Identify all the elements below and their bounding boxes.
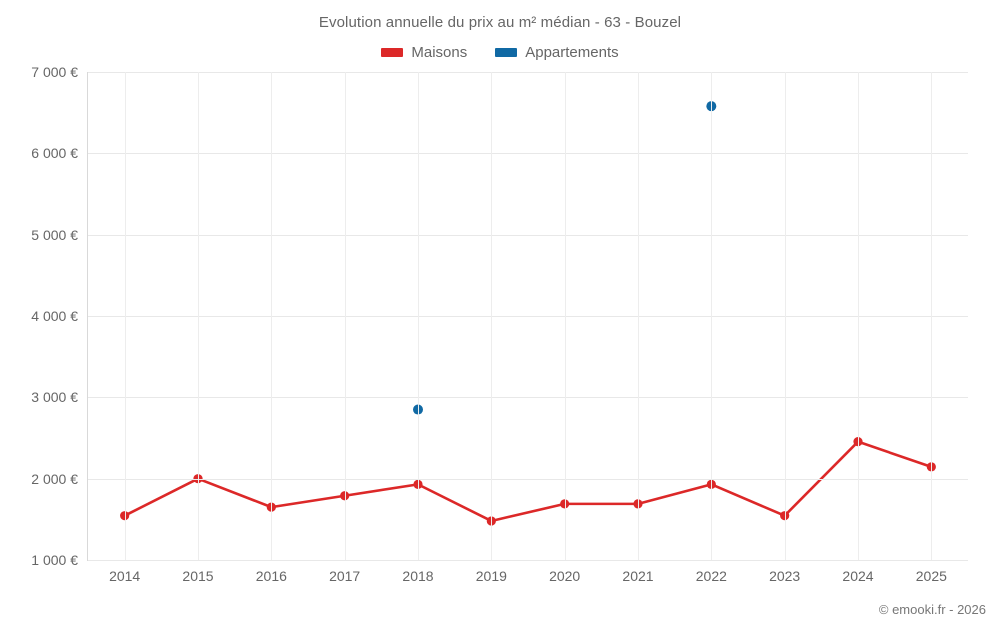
gridline-vertical [418, 72, 419, 560]
x-axis-tick-label: 2014 [109, 568, 141, 584]
legend-item-appartements[interactable]: Appartements [495, 44, 619, 61]
y-axis-line [87, 72, 88, 561]
gridline-horizontal [88, 153, 968, 155]
y-axis-tick-label: 2 000 € [31, 470, 78, 487]
chart-title: Evolution annuelle du prix au m² médian … [318, 14, 682, 31]
x-axis-tick-label: 2025 [915, 568, 947, 584]
gridline-horizontal [88, 478, 968, 480]
series-line-maisons [123, 440, 933, 523]
y-axis-tick-label: 6 000 € [31, 145, 78, 162]
gridline-vertical [124, 72, 126, 560]
gridline-horizontal [88, 316, 968, 317]
gridline-vertical [858, 72, 859, 560]
gridline-vertical [638, 72, 639, 560]
y-axis-tick-label: 4 000 € [31, 308, 78, 324]
x-axis-tick-label: 2016 [255, 568, 287, 584]
gridline-horizontal [88, 72, 968, 73]
legend-swatch-appartements [495, 48, 518, 57]
x-axis-tick-label: 2017 [329, 568, 361, 584]
gridline-horizontal [88, 397, 968, 399]
legend-label-maisons: Maisons [411, 44, 468, 61]
x-axis-tick-label: 2015 [182, 568, 214, 584]
y-axis-tick-label: 7 000 € [31, 64, 78, 80]
legend-swatch-maisons [381, 48, 404, 57]
gridline-vertical [784, 72, 786, 560]
legend-item-maisons[interactable]: Maisons [381, 44, 467, 61]
x-axis-tick-label: 2022 [695, 568, 727, 584]
footer-credit: © emooki.fr - 2026 [878, 602, 986, 617]
gridline-horizontal [88, 560, 968, 561]
gridline-vertical [344, 72, 346, 560]
gridline-vertical [198, 72, 199, 560]
gridline-vertical [931, 72, 933, 560]
x-axis-tick-label: 2018 [402, 568, 434, 584]
gridline-vertical [564, 72, 566, 560]
x-axis-tick-label: 2024 [842, 568, 874, 584]
plot-area [88, 72, 968, 561]
y-axis-tick-label: 3 000 € [31, 389, 78, 406]
x-axis-tick-label: 2021 [622, 568, 654, 584]
legend-label-appartements: Appartements [525, 44, 619, 61]
gridline-vertical [711, 72, 713, 560]
gridline-vertical [491, 72, 493, 560]
gridline-vertical [271, 72, 273, 560]
x-axis-tick-label: 2019 [475, 568, 507, 584]
gridline-horizontal [88, 234, 968, 236]
y-axis-tick-label: 5 000 € [31, 226, 78, 243]
x-axis-tick-label: 2023 [769, 568, 801, 584]
chart-legend: Maisons Appartements [0, 44, 1000, 61]
x-axis-tick-label: 2020 [549, 568, 581, 584]
y-axis-tick-label: 1 000 € [31, 552, 78, 568]
